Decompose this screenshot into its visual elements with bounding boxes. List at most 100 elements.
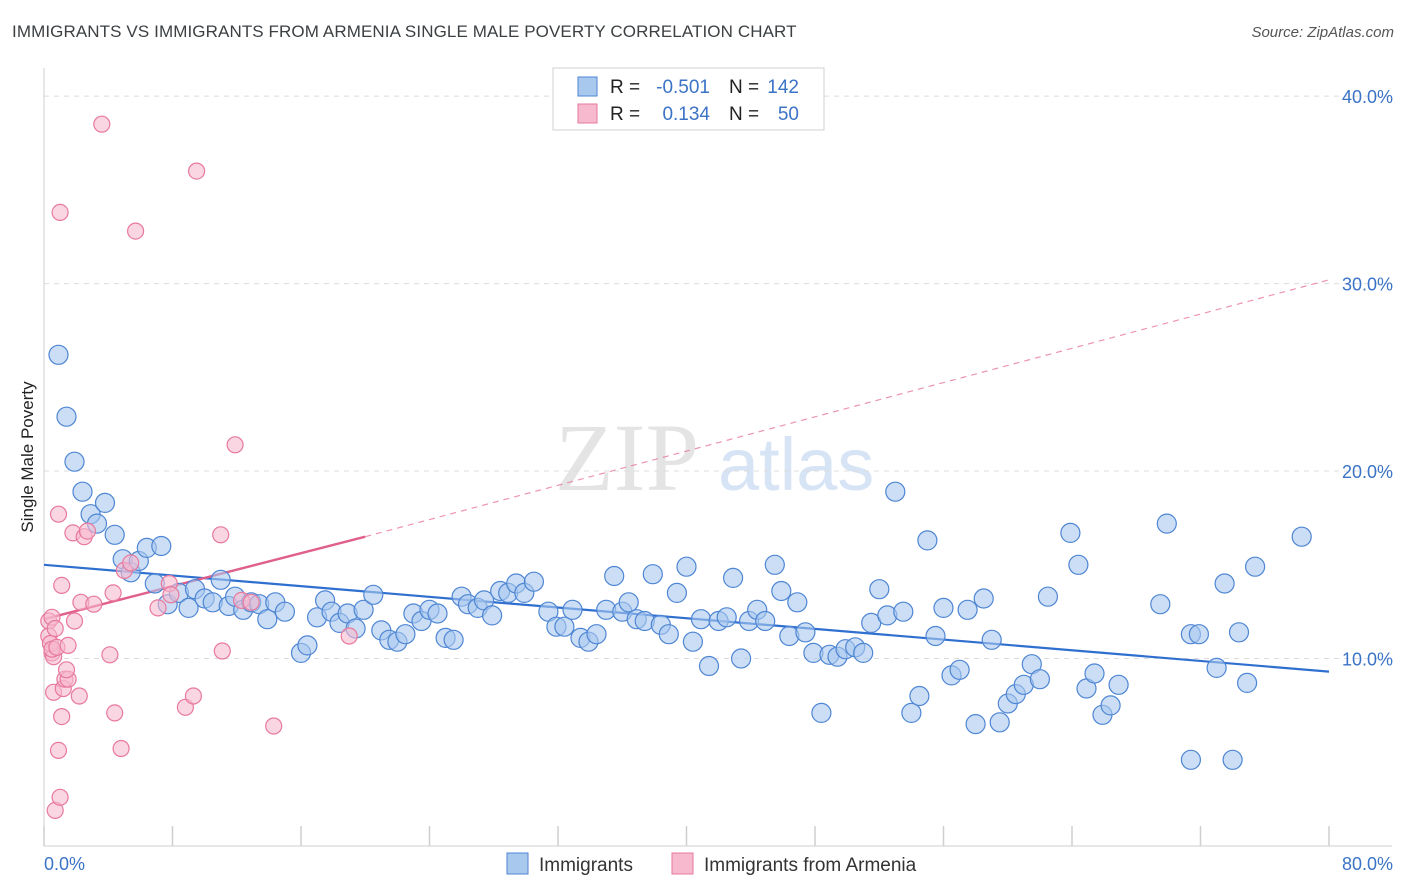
immigrants-point bbox=[989, 712, 1010, 733]
immigrants-point bbox=[151, 535, 172, 557]
immigrants-point bbox=[1084, 663, 1105, 684]
y-axis-title: Single Male Poverty bbox=[18, 381, 37, 533]
immigrants-point bbox=[690, 609, 712, 630]
immigrants-point bbox=[604, 565, 625, 587]
armenia-point bbox=[188, 162, 206, 180]
armenia-point bbox=[57, 661, 76, 679]
y-tick-label: 20.0% bbox=[1342, 462, 1393, 482]
immigrants-point bbox=[562, 599, 583, 620]
armenia-point bbox=[340, 627, 358, 645]
grid-lines bbox=[44, 95, 1392, 660]
immigrants-point bbox=[1236, 672, 1258, 694]
armenia-point bbox=[162, 586, 180, 604]
armenia-point bbox=[46, 619, 64, 638]
immigrants-point bbox=[523, 571, 545, 592]
immigrants-point bbox=[363, 584, 384, 605]
immigrants-point bbox=[853, 642, 874, 664]
armenia-point bbox=[59, 636, 77, 655]
immigrants-point bbox=[771, 580, 792, 602]
legend-r-label: R = bbox=[610, 77, 640, 98]
y-tick-label: 10.0% bbox=[1342, 650, 1393, 670]
armenia-point bbox=[212, 526, 230, 544]
immigrants-point bbox=[178, 597, 199, 619]
bottom-legend-swatch-immigrants bbox=[506, 852, 529, 875]
immigrants-point bbox=[1037, 586, 1059, 607]
armenia-point bbox=[78, 522, 97, 540]
armenia-point bbox=[51, 203, 69, 221]
immigrants-point bbox=[676, 556, 697, 577]
page-title: IMMIGRANTS VS IMMIGRANTS FROM ARMENIA SI… bbox=[12, 22, 797, 41]
x-tick-label-min: 0.0% bbox=[44, 854, 85, 874]
immigrants-point bbox=[730, 648, 752, 669]
immigrants-point bbox=[811, 702, 832, 724]
immigrants-point bbox=[297, 635, 318, 656]
armenia-point bbox=[101, 646, 119, 664]
armenia-point bbox=[65, 612, 84, 630]
armenia-point bbox=[51, 788, 69, 806]
bottom-legend-swatch-armenia bbox=[671, 852, 694, 875]
immigrants-point bbox=[257, 609, 278, 630]
armenia-point bbox=[213, 642, 231, 660]
data-points bbox=[40, 115, 1312, 820]
legend-r-value: 0.134 bbox=[662, 104, 710, 125]
legend-n-value: 142 bbox=[767, 77, 799, 98]
y-tick-label: 40.0% bbox=[1342, 87, 1393, 107]
immigrants-point bbox=[353, 599, 374, 620]
legend-frame bbox=[552, 67, 825, 131]
immigrants-point bbox=[787, 592, 808, 613]
immigrants-point bbox=[1291, 526, 1312, 547]
immigrants-point bbox=[755, 610, 776, 632]
armenia-point bbox=[226, 436, 244, 454]
y-axis-tick-labels: 10.0% 20.0% 30.0% 40.0% bbox=[1342, 87, 1393, 669]
immigrants-point bbox=[666, 582, 688, 604]
armenia-point bbox=[104, 584, 122, 602]
immigrants-point bbox=[1156, 513, 1177, 534]
immigrants-point bbox=[427, 603, 448, 624]
correlation-legend: R = -0.501 N = 142 R = 0.134 N = 50 bbox=[552, 67, 825, 131]
immigrants-point bbox=[1188, 624, 1210, 645]
immigrants-point bbox=[1214, 573, 1235, 594]
immigrants-point bbox=[1180, 749, 1202, 770]
legend-swatch-immigrants bbox=[577, 76, 598, 97]
immigrants-point bbox=[925, 625, 946, 647]
immigrants-point bbox=[658, 624, 679, 645]
immigrants-point bbox=[210, 569, 231, 590]
immigrants-point bbox=[1150, 594, 1171, 615]
immigrants-point bbox=[642, 564, 663, 585]
immigrants-point bbox=[64, 451, 85, 472]
immigrants-point bbox=[716, 607, 737, 628]
legend-n-label: N = bbox=[729, 104, 759, 125]
immigrants-point bbox=[885, 481, 906, 502]
armenia-point bbox=[127, 222, 145, 240]
immigrants-point bbox=[1228, 622, 1250, 643]
x-axis-tick-labels: 0.0% 80.0% bbox=[44, 854, 1393, 874]
immigrants-point bbox=[94, 492, 116, 513]
y-tick-label: 30.0% bbox=[1342, 275, 1393, 295]
immigrants-point bbox=[949, 659, 970, 680]
immigrants-point bbox=[1029, 669, 1051, 690]
armenia-point bbox=[112, 739, 130, 758]
immigrants-point bbox=[274, 601, 295, 622]
armenia-point bbox=[85, 595, 103, 613]
immigrants-point bbox=[56, 406, 77, 427]
immigrants-point bbox=[682, 631, 704, 652]
bottom-legend-label-armenia: Immigrants from Armenia bbox=[704, 855, 917, 876]
armenia-point bbox=[242, 593, 260, 611]
immigrants-point bbox=[395, 624, 416, 645]
immigrants-point bbox=[443, 629, 464, 650]
immigrants-point bbox=[957, 599, 978, 620]
immigrants-point bbox=[1100, 695, 1121, 716]
bottom-legend-label-immigrants: Immigrants bbox=[539, 855, 633, 876]
immigrants-point bbox=[909, 685, 930, 707]
armenia-point bbox=[184, 687, 202, 705]
immigrants-point bbox=[917, 530, 938, 551]
armenia-point bbox=[122, 554, 140, 572]
source-note: Source: ZipAtlas.com bbox=[1251, 24, 1394, 41]
immigrants-point bbox=[1060, 522, 1081, 544]
armenia-point bbox=[265, 717, 283, 735]
watermark-atlas: atlas bbox=[718, 423, 874, 506]
legend-swatch-armenia bbox=[577, 103, 598, 124]
immigrants-point bbox=[104, 524, 125, 545]
immigrants-point bbox=[586, 624, 607, 645]
immigrants-point bbox=[901, 702, 922, 724]
